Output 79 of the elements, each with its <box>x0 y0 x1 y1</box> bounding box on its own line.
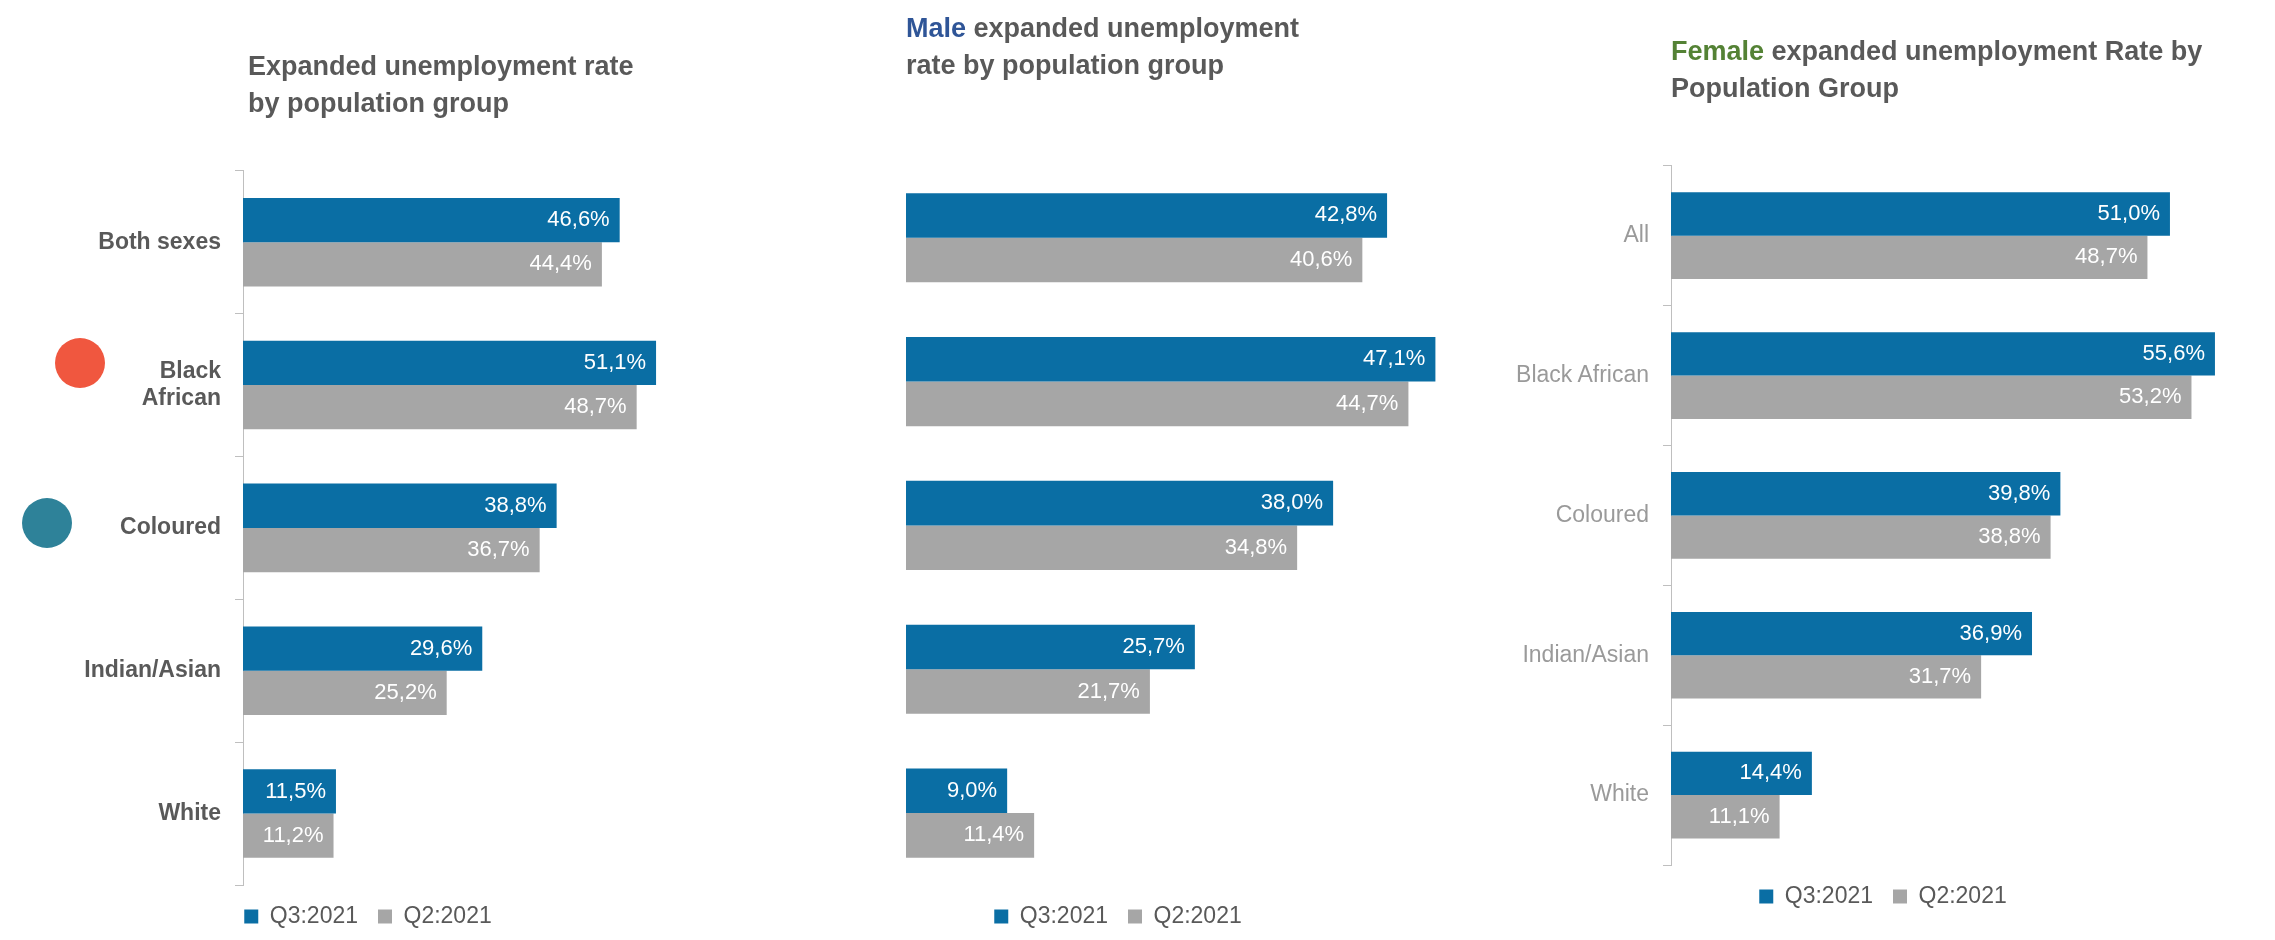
data-label: 29,6% <box>409 634 473 660</box>
y-tick-label: Coloured <box>120 513 221 540</box>
data-label: 47,1% <box>1363 345 1426 371</box>
bar <box>243 769 336 814</box>
bar <box>906 237 1363 283</box>
y-tick-label: Coloured <box>1555 500 1649 527</box>
legend-label: Q2:2021 <box>403 901 492 928</box>
data-label: 38,0% <box>1260 489 1324 515</box>
bar <box>1671 235 2148 280</box>
bar <box>906 768 1008 814</box>
bar <box>1671 611 2033 656</box>
data-label: 14,4% <box>1739 759 1802 785</box>
data-label: 38,8% <box>484 491 547 517</box>
y-tick-label: Black African <box>141 356 222 411</box>
data-label: 34,8% <box>1224 533 1288 559</box>
data-label: 40,6% <box>1289 246 1353 272</box>
bar <box>1671 655 1982 699</box>
bar <box>906 624 1195 670</box>
bar <box>243 340 657 386</box>
data-label: 48,7% <box>564 393 627 419</box>
bar <box>906 525 1298 570</box>
legend-label: Q3:2021 <box>269 901 359 928</box>
bar <box>906 813 1035 858</box>
data-label: 25,7% <box>1122 633 1185 659</box>
bar <box>906 381 1409 427</box>
data-label: 36,9% <box>1959 619 2023 645</box>
y-tick-label: Indian/Asian <box>84 656 221 683</box>
bar <box>906 336 1436 382</box>
bar <box>1671 375 2192 419</box>
bar <box>243 197 620 243</box>
y-tick-label: White <box>1590 780 1649 807</box>
data-label: 55,6% <box>2142 339 2205 365</box>
data-label: 48,7% <box>2075 243 2138 269</box>
bar <box>243 242 602 287</box>
bar <box>243 527 540 573</box>
data-label: 9,0% <box>947 776 998 802</box>
data-label: 36,7% <box>467 536 530 562</box>
bar <box>243 385 637 430</box>
data-label: 11,5% <box>265 777 326 803</box>
bar <box>243 813 334 858</box>
bar <box>906 480 1334 526</box>
data-label: 42,8% <box>1314 201 1378 227</box>
y-tick-label: Indian/Asian <box>1522 640 1649 667</box>
y-tick-label: All <box>1623 221 1649 248</box>
bar <box>243 670 447 716</box>
y-tick-label: Both sexes <box>98 227 221 254</box>
data-label: 44,7% <box>1336 389 1399 415</box>
y-tick-label: Black African <box>1516 360 1649 387</box>
legend-label: Q3:2021 <box>1019 901 1109 928</box>
data-label: 11,1% <box>1708 802 1770 828</box>
bar <box>1671 515 2051 559</box>
bar <box>243 626 483 671</box>
bar <box>1671 795 1780 839</box>
legend-label: Q3:2021 <box>1784 881 1874 908</box>
legend-label: Q2:2021 <box>1918 881 2007 908</box>
data-label: 44,4% <box>529 250 592 276</box>
data-label: 11,2% <box>262 821 324 847</box>
bar <box>1671 751 1812 796</box>
data-label: 31,7% <box>1908 662 1972 688</box>
data-label: 51,1% <box>583 348 647 374</box>
bar <box>243 483 557 528</box>
data-label: 21,7% <box>1077 677 1140 703</box>
bar <box>906 669 1150 714</box>
data-label: 39,8% <box>1987 479 2051 505</box>
data-label: 53,2% <box>2119 383 2182 409</box>
chart-title: Male expanded unemployment rate by population group <box>906 13 1300 80</box>
bar <box>1671 332 2215 376</box>
data-label: 25,2% <box>374 678 437 704</box>
data-label: 46,6% <box>547 206 610 232</box>
chart-title: Female expanded unemployment Rate by Population Group <box>1671 36 2203 103</box>
bar <box>906 193 1388 238</box>
data-label: 11,4% <box>963 821 1025 847</box>
legend-label: Q2:2021 <box>1153 901 1242 928</box>
bar <box>1671 472 2061 516</box>
chart-title: Expanded unemployment rate by population group <box>248 51 634 118</box>
data-label: 38,8% <box>1978 523 2041 549</box>
y-tick-label: White <box>158 798 221 825</box>
data-label: 51,0% <box>2097 200 2160 226</box>
bar <box>1671 192 2170 236</box>
